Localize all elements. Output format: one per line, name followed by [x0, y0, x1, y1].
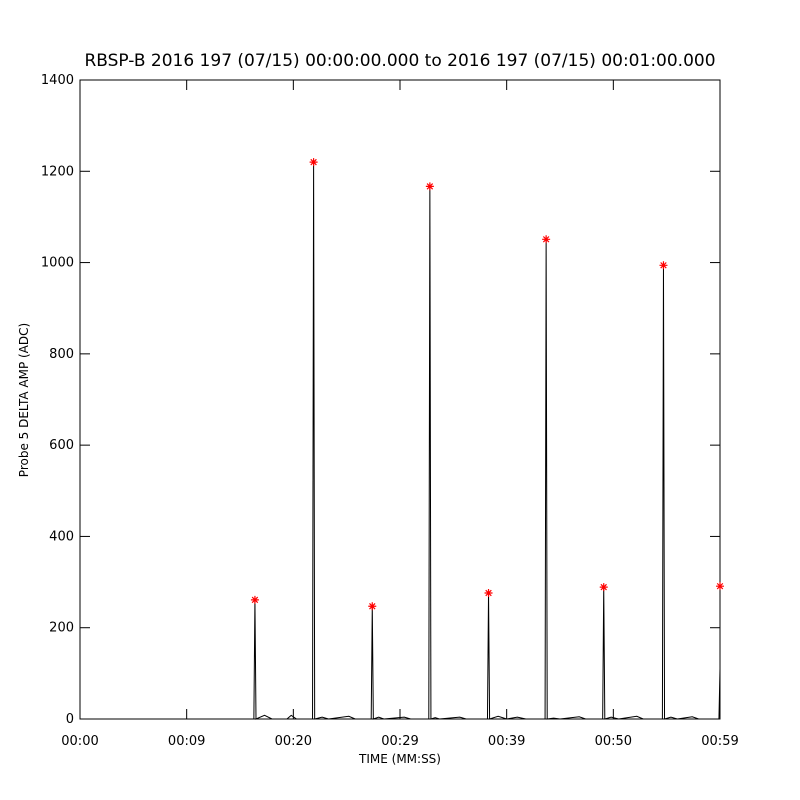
x-tick-label: 00:09 — [168, 734, 205, 749]
x-tick-label: 00:59 — [701, 734, 738, 749]
peak-marker — [309, 158, 318, 167]
y-tick-label: 200 — [49, 621, 74, 636]
y-tick-label: 1200 — [41, 164, 74, 179]
x-tick-label: 00:20 — [275, 734, 312, 749]
peak-marker — [542, 235, 551, 244]
x-tick-label: 00:50 — [595, 734, 632, 749]
plot-frame — [79, 79, 721, 720]
y-axis-label: Probe 5 DELTA AMP (ADC) — [17, 323, 31, 477]
peak-marker — [484, 589, 493, 598]
y-tick-label: 800 — [49, 347, 74, 362]
x-tick-label: 00:29 — [381, 734, 418, 749]
data-line — [80, 162, 721, 720]
x-tick-label: 00:39 — [488, 734, 525, 749]
peak-marker — [425, 182, 434, 191]
y-tick-label: 1000 — [41, 256, 74, 271]
y-tick-label: 1400 — [41, 73, 74, 88]
peak-marker — [368, 602, 377, 611]
y-tick-label: 0 — [66, 712, 74, 727]
peak-marker — [716, 582, 724, 591]
peak-marker — [599, 583, 608, 592]
x-axis-label: TIME (MM:SS) — [358, 752, 441, 766]
peak-marker — [659, 261, 668, 270]
chart-title: RBSP-B 2016 197 (07/15) 00:00:00.000 to … — [84, 51, 715, 71]
y-tick-label: 600 — [49, 438, 74, 453]
y-tick-label: 400 — [49, 529, 74, 544]
peak-marker — [250, 595, 259, 604]
x-tick-label: 00:00 — [61, 734, 98, 749]
